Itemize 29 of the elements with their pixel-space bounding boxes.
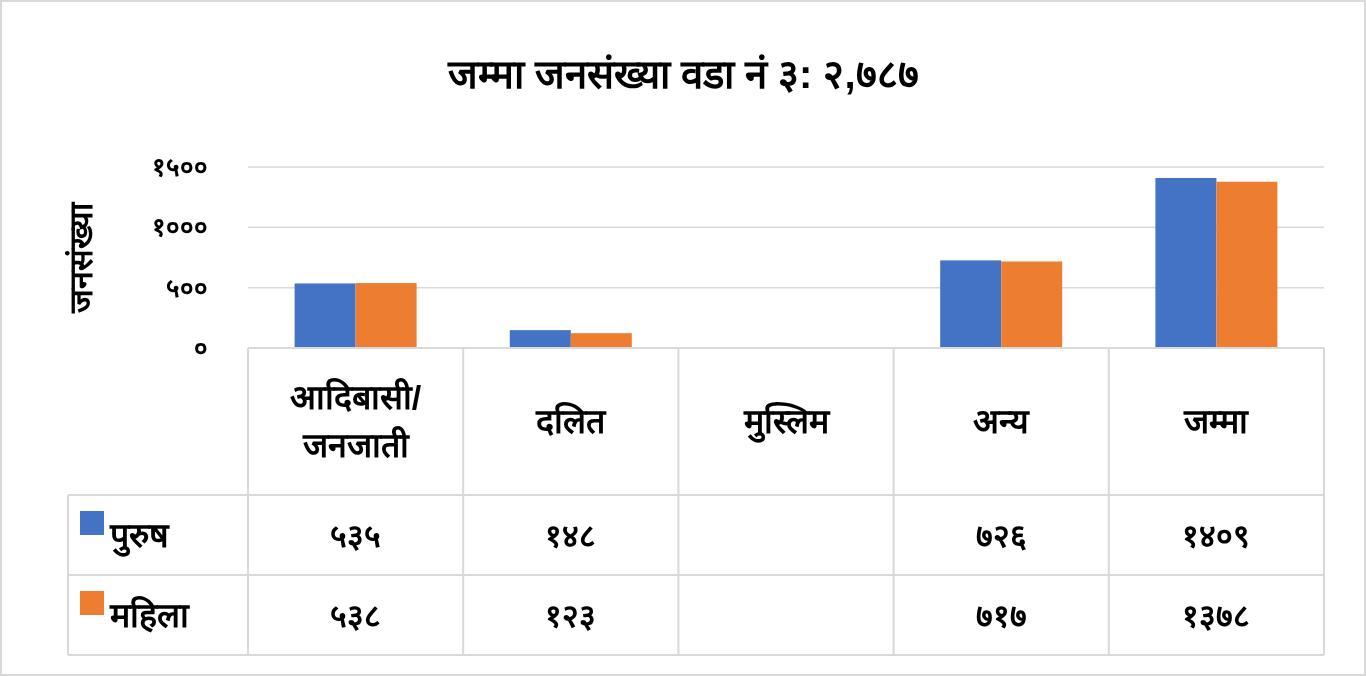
x-tick-label: अन्य <box>973 401 1031 440</box>
y-tick-label: १५०० <box>152 152 208 182</box>
x-tick-label: दलित <box>535 400 608 440</box>
bar <box>509 330 571 348</box>
bar <box>1001 261 1063 348</box>
bar <box>355 283 417 348</box>
data-label: १२३ <box>545 598 597 634</box>
y-tick-label: ० <box>194 333 208 363</box>
data-label: ७१७ <box>975 598 1027 634</box>
y-tick-label: ५०० <box>166 272 208 303</box>
legend-label: पुरुष <box>109 516 170 557</box>
bar <box>1216 181 1278 348</box>
y-tick-label: १००० <box>152 212 208 243</box>
data-label: १४८ <box>545 518 597 554</box>
data-label: १४०९ <box>1182 518 1251 554</box>
legend-label: महिला <box>109 595 190 634</box>
chart-title: जम्मा जनसंख्या वडा नं ३: २,७८७ <box>446 52 919 96</box>
data-label: ५३५ <box>330 518 382 554</box>
data-label: ५३८ <box>330 598 382 634</box>
x-tick-label: मुस्लिम <box>742 400 831 443</box>
bar <box>294 283 356 348</box>
bar <box>1155 177 1217 348</box>
y-axis-title: जनसंख्या <box>63 200 99 314</box>
data-label: ७२६ <box>975 518 1027 554</box>
bar <box>940 260 1002 348</box>
x-tick-label: जम्मा <box>1183 401 1250 440</box>
bar <box>570 333 632 348</box>
x-tick-label: आदिबासी/जनजाती <box>289 376 422 464</box>
data-label: १३७८ <box>1182 598 1251 634</box>
